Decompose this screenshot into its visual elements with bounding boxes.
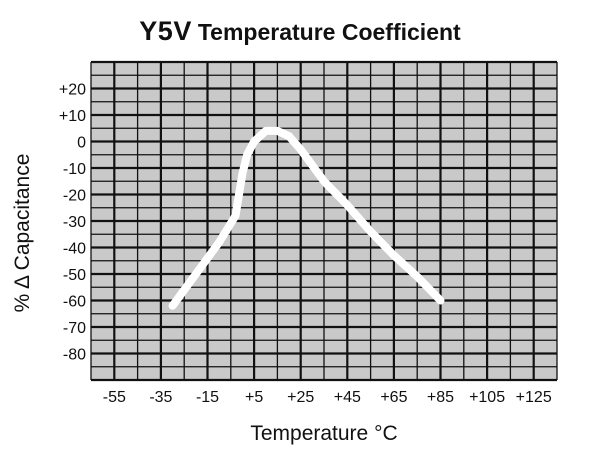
y-tick-label: -70 <box>63 320 86 337</box>
y-tick-label: +10 <box>59 108 86 125</box>
x-tick-label: +5 <box>245 389 263 406</box>
x-tick-label: +125 <box>516 389 552 406</box>
x-tick-label: -35 <box>149 389 172 406</box>
y-tick-label: +20 <box>59 82 86 99</box>
chart-title: Y5V Temperature Coefficient <box>0 16 600 47</box>
grid-lines <box>90 60 558 382</box>
y-axis-label: % Δ Capacitance <box>11 154 34 313</box>
x-tick-label: -55 <box>103 389 126 406</box>
x-tick-label: +105 <box>469 389 505 406</box>
x-tick-label: +25 <box>287 389 314 406</box>
title-text: Temperature Coefficient <box>197 19 461 45</box>
x-tick-label: +85 <box>427 389 454 406</box>
series-line <box>168 126 445 310</box>
y-tick-label: -50 <box>63 267 86 284</box>
y-tick-label: 0 <box>77 135 86 152</box>
x-tick-label: +45 <box>334 389 361 406</box>
y-tick-label: -30 <box>63 214 86 231</box>
y-tick-label: -20 <box>63 188 86 205</box>
x-tick-label: -15 <box>196 389 219 406</box>
title-code: Y5V <box>139 16 192 46</box>
x-axis-label: Temperature °C <box>250 422 397 445</box>
x-tick-label: +65 <box>380 389 407 406</box>
y-tick-label: -40 <box>63 241 86 258</box>
y-tick-labels: +20 +10 0 -10 -20 -30 -40 -50 -60 -70 -80 <box>59 82 86 364</box>
x-tick-labels: -55 -35 -15 +5 +25 +45 +65 +85 +105 +125 <box>103 389 552 406</box>
y-tick-label: -80 <box>63 347 86 364</box>
y-tick-label: -10 <box>63 161 86 178</box>
y-tick-label: -60 <box>63 294 86 311</box>
